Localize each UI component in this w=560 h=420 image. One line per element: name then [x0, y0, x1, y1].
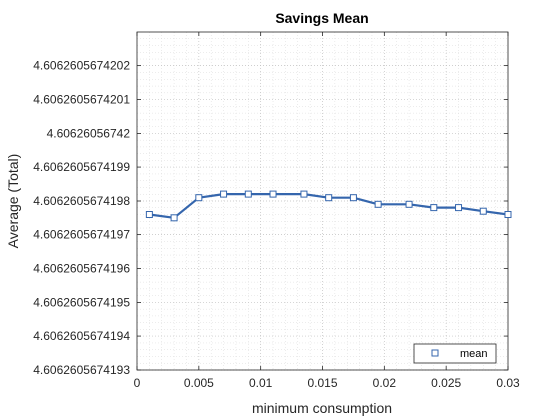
y-axis-ticks: 4.6062605674193 4.6062605674194 4.60626056…: [33, 59, 508, 377]
data-point-marker: [504, 211, 512, 219]
y-tick-label: 4.6062605674199: [33, 160, 130, 174]
data-point-marker: [349, 194, 357, 202]
chart-title: Savings Mean: [275, 10, 368, 26]
x-tick-label: 0.01: [249, 376, 273, 390]
data-point-marker: [244, 190, 252, 198]
data-point-marker: [325, 194, 333, 202]
series-layer: [145, 190, 512, 222]
x-axis-label: minimum consumption: [252, 400, 392, 416]
x-tick-label: 0.03: [496, 376, 520, 390]
y-tick-label: 4.6062605674195: [33, 295, 130, 309]
y-tick-label: 4.6062605674193: [33, 363, 130, 377]
x-tick-label: 0.015: [307, 376, 337, 390]
data-point-marker: [170, 214, 178, 222]
legend: mean: [413, 343, 497, 364]
data-point-marker: [195, 194, 203, 202]
data-point-marker: [374, 200, 382, 208]
x-tick-label: 0.005: [184, 376, 214, 390]
data-point-marker: [479, 207, 487, 215]
x-tick-label: 0.025: [431, 376, 461, 390]
y-tick-label: 4.6062605674201: [33, 93, 130, 107]
y-tick-label: 4.6062605674202: [33, 59, 130, 73]
y-tick-label: 4.60626056742: [47, 126, 131, 140]
y-tick-label: 4.6062605674194: [33, 329, 130, 343]
x-tick-label: 0.02: [373, 376, 397, 390]
legend-box: [413, 343, 497, 364]
x-tick-label: 0: [134, 376, 141, 390]
y-tick-label: 4.6062605674197: [33, 228, 130, 242]
legend-marker-mean: [431, 349, 439, 357]
data-point-marker: [300, 190, 308, 198]
data-point-marker: [405, 200, 413, 208]
data-point-marker: [269, 190, 277, 198]
data-point-marker: [430, 204, 438, 212]
data-point-marker: [220, 190, 228, 198]
x-axis-ticks: 0 0.005 0.01 0.015 0.02 0.025 0.03: [134, 32, 520, 390]
legend-label-mean: mean: [460, 348, 488, 360]
data-point-marker: [145, 211, 153, 219]
y-tick-label: 4.6062605674196: [33, 262, 130, 276]
y-axis-label: Average (Total): [5, 154, 21, 249]
data-point-marker: [455, 204, 463, 212]
y-tick-label: 4.6062605674198: [33, 194, 130, 208]
